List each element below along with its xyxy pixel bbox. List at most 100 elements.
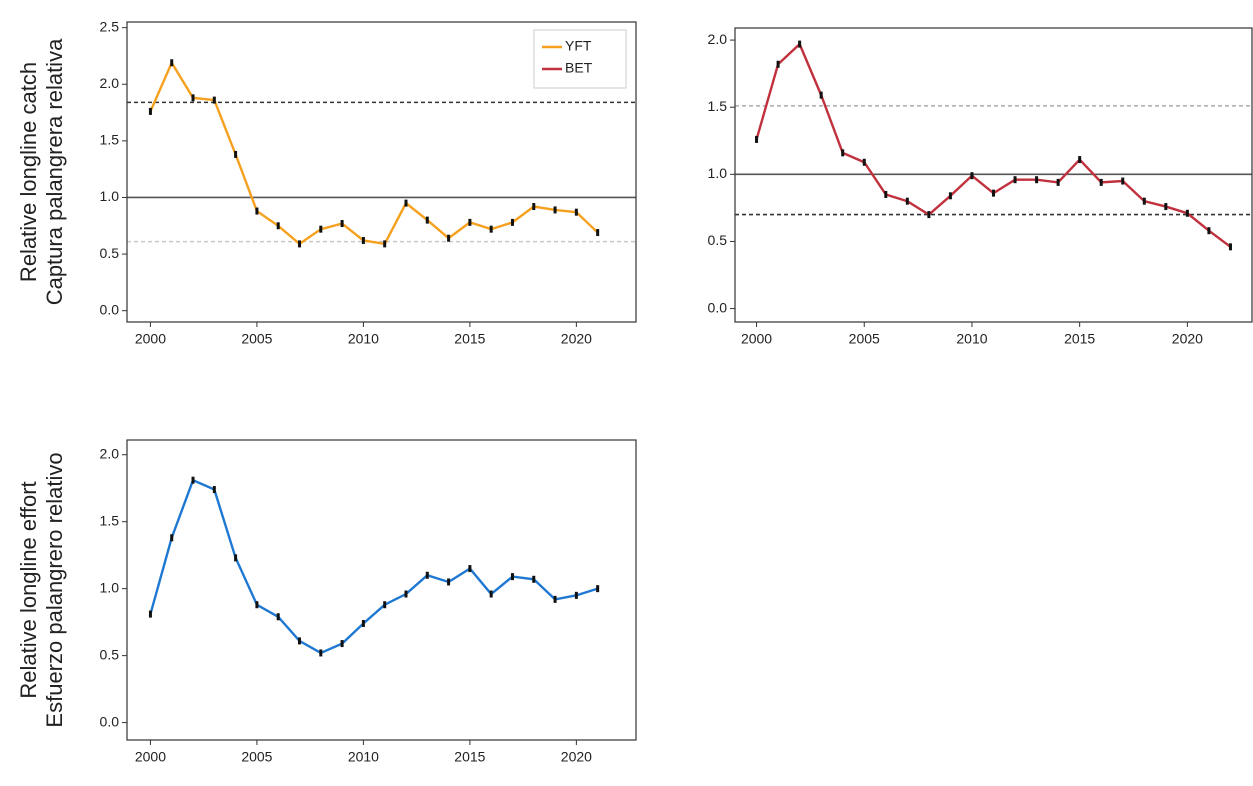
- data-point: [148, 107, 152, 115]
- y-tick-label: 1.5: [100, 512, 120, 528]
- data-point: [927, 211, 931, 219]
- data-point: [340, 640, 344, 648]
- data-point: [553, 206, 557, 214]
- x-tick-label: 2015: [454, 331, 485, 347]
- data-point: [1228, 243, 1232, 251]
- y-tick-label: 1.5: [708, 98, 728, 114]
- data-point: [532, 575, 536, 583]
- y-tick-label: 1.0: [708, 165, 728, 181]
- y-tick-label: 2.0: [708, 31, 728, 47]
- series-line: [149, 60, 599, 246]
- x-tick-label: 2015: [454, 749, 485, 765]
- legend: YFT BET: [533, 29, 627, 89]
- panel: 0.0 0.5 1.0 1.5 2.0 2.5 2000 2005 2010 2015 2020 Re…: [16, 18, 637, 347]
- data-point: [425, 571, 429, 579]
- data-point: [319, 649, 323, 657]
- data-point: [596, 229, 600, 237]
- panel: 0.0 0.5 1.0 1.5 2.0 2000 2005 2010 2015 2020 Relat…: [16, 439, 637, 765]
- data-point: [553, 595, 557, 603]
- data-point: [755, 135, 759, 143]
- data-point: [841, 149, 845, 157]
- data-point: [468, 565, 472, 573]
- data-point: [1142, 197, 1146, 205]
- data-point: [596, 585, 600, 593]
- data-point: [884, 190, 888, 198]
- y-tick-label: 2.5: [100, 18, 120, 34]
- data-point: [1207, 227, 1211, 235]
- data-point: [574, 208, 578, 216]
- legend-label: BET: [565, 60, 593, 76]
- data-point: [383, 240, 387, 248]
- data-point: [992, 189, 995, 197]
- data-point: [1099, 178, 1103, 186]
- y-tick-label: 0.5: [708, 232, 728, 248]
- data-point: [170, 59, 174, 67]
- data-point: [319, 225, 323, 233]
- data-point: [574, 591, 578, 599]
- data-point: [276, 613, 280, 621]
- data-point: [970, 172, 974, 180]
- data-point: [468, 218, 472, 226]
- data-point: [1121, 177, 1125, 185]
- data-point: [1164, 203, 1168, 211]
- data-point: [340, 220, 344, 228]
- y-tick-label: 1.0: [100, 579, 120, 595]
- x-tick-label: 2015: [1064, 331, 1095, 347]
- x-tick-label: 2005: [241, 749, 272, 765]
- legend-label: YFT: [565, 38, 592, 54]
- y-tick-label: 0.5: [100, 646, 120, 662]
- data-point: [361, 619, 365, 627]
- data-point: [1035, 176, 1039, 184]
- data-point: [532, 203, 536, 211]
- y-tick-label: 1.0: [100, 188, 120, 204]
- data-point: [447, 578, 451, 586]
- data-point: [276, 222, 280, 230]
- x-tick-label: 2000: [135, 331, 166, 347]
- x-tick-label: 2010: [348, 331, 379, 347]
- y-axis-label: Relative longline effort: [16, 481, 41, 698]
- data-point: [1078, 156, 1082, 164]
- series-line: [755, 42, 1232, 248]
- data-point: [234, 554, 238, 562]
- y-tick-label: 1.5: [100, 132, 120, 148]
- data-point: [819, 91, 823, 99]
- data-point: [489, 225, 493, 233]
- data-point: [948, 192, 952, 200]
- y-tick-label: 0.0: [708, 299, 728, 315]
- data-point: [404, 199, 408, 207]
- x-tick-label: 2020: [561, 331, 592, 347]
- data-point: [905, 197, 909, 205]
- plot-frame: [734, 27, 1253, 323]
- data-point: [298, 240, 302, 248]
- data-point: [1185, 209, 1189, 217]
- x-tick-label: 2000: [741, 331, 772, 347]
- data-point: [425, 216, 429, 224]
- y-tick-label: 0.0: [100, 713, 120, 729]
- data-point: [212, 96, 216, 104]
- data-point: [191, 94, 195, 102]
- y-tick-label: 0.5: [100, 245, 120, 261]
- x-tick-label: 2010: [348, 749, 379, 765]
- data-point: [191, 476, 195, 484]
- x-tick-label: 2020: [561, 749, 592, 765]
- data-point: [510, 218, 514, 226]
- y-axis-label: Captura palangrera relativa: [42, 38, 67, 305]
- legend-box: [533, 29, 627, 89]
- y-axis-label: Relative longline catch: [16, 62, 41, 282]
- panel: 0.0 0.5 1.0 1.5 2.0 2000 2005 2010 2015 2020: [708, 27, 1253, 347]
- data-point: [212, 486, 216, 494]
- x-tick-label: 2010: [956, 331, 987, 347]
- x-tick-label: 2005: [849, 331, 880, 347]
- data-point: [361, 236, 365, 244]
- data-point: [383, 601, 387, 609]
- data-point: [447, 234, 451, 242]
- data-point: [776, 60, 780, 68]
- y-axis-label: Esfuerzo palangrero relativo: [42, 452, 67, 727]
- y-tick-label: 2.0: [100, 445, 120, 461]
- data-point: [510, 573, 514, 581]
- plot-frame: [126, 21, 637, 323]
- y-tick-label: 2.0: [100, 75, 120, 91]
- data-point: [798, 40, 802, 48]
- plot-frame: [126, 439, 637, 741]
- data-point: [170, 534, 174, 542]
